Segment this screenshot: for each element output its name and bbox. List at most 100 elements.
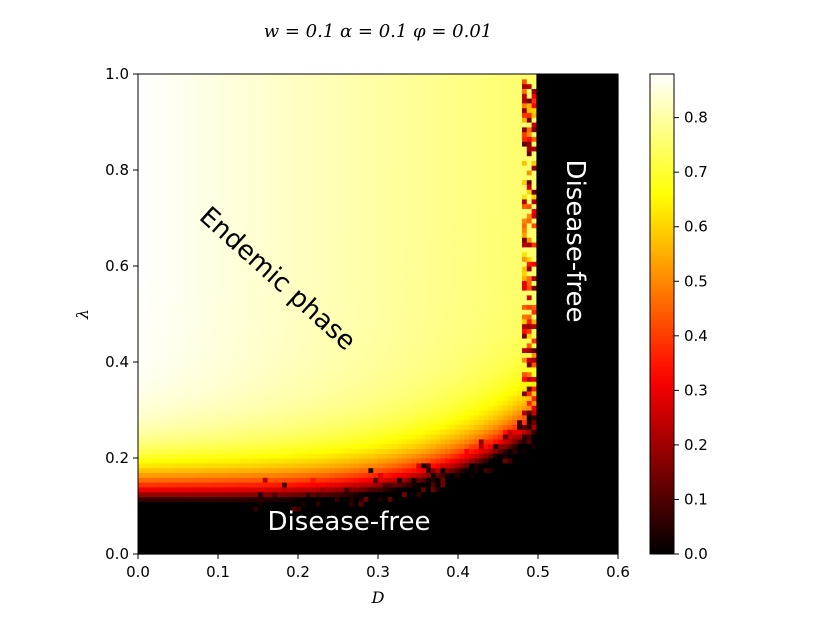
heatmap-cell <box>142 170 149 176</box>
heatmap-cell <box>200 184 206 190</box>
heatmap-cell <box>363 117 369 123</box>
heatmap-cell <box>349 434 355 440</box>
heatmap-cell <box>224 150 230 157</box>
heatmap-cell <box>296 256 302 262</box>
heatmap-cell <box>234 309 240 315</box>
heatmap-cell <box>171 203 177 209</box>
heatmap-cell <box>354 506 360 512</box>
heatmap-cell <box>291 304 297 310</box>
heatmap-cell <box>291 280 297 286</box>
heatmap-cell <box>258 534 264 541</box>
heatmap-cell <box>176 390 182 397</box>
heatmap-cell <box>296 328 302 334</box>
heatmap-cell <box>195 347 201 353</box>
heatmap-cell <box>162 314 168 320</box>
heatmap-cell <box>286 534 293 541</box>
heatmap-cell <box>190 165 197 171</box>
heatmap-cell <box>354 237 360 243</box>
heatmap-cell <box>325 544 331 550</box>
heatmap-cell <box>310 539 317 545</box>
heatmap-cell <box>339 338 345 344</box>
heatmap-cell <box>315 400 321 406</box>
heatmap-cell <box>171 506 177 512</box>
heatmap-cell <box>147 227 153 233</box>
heatmap-cell <box>162 266 168 272</box>
heatmap-cell <box>291 112 297 118</box>
heatmap-cell <box>373 165 379 171</box>
heatmap-cell <box>186 160 192 166</box>
heatmap-cell <box>368 98 374 104</box>
heatmap-cell <box>277 126 283 133</box>
heatmap-cell <box>138 424 144 430</box>
heatmap-cell <box>157 93 163 99</box>
heatmap-cell <box>200 122 206 128</box>
heatmap-cell <box>138 170 144 176</box>
heatmap-cell <box>181 453 187 459</box>
heatmap-cell <box>210 443 216 449</box>
heatmap-cell <box>310 280 317 286</box>
heatmap-cell <box>162 155 168 161</box>
heatmap-cell <box>272 78 278 85</box>
heatmap-cell <box>344 491 350 497</box>
heatmap-cell <box>186 453 192 459</box>
heatmap-cell <box>186 405 192 411</box>
heatmap-cell <box>152 467 158 473</box>
heatmap-cell <box>205 208 211 214</box>
heatmap-cell <box>339 112 345 118</box>
heatmap-cell <box>277 184 283 190</box>
heatmap-cell <box>142 525 149 531</box>
heatmap-cell <box>301 328 307 334</box>
heatmap-cell <box>258 419 264 425</box>
heatmap-cell <box>171 371 177 377</box>
heatmap-cell <box>349 352 355 358</box>
heatmap-cell <box>277 515 283 521</box>
heatmap-cell <box>272 189 278 195</box>
heatmap-cell <box>234 429 240 435</box>
heatmap-cell <box>171 208 177 214</box>
heatmap-cell <box>229 299 235 305</box>
heatmap-cell <box>373 93 379 99</box>
heatmap-cell <box>368 170 374 176</box>
heatmap-cell <box>166 141 173 147</box>
heatmap-cell <box>205 448 211 454</box>
heatmap-cell <box>363 347 369 353</box>
heatmap-cell <box>258 410 264 416</box>
heatmap-cell <box>301 299 307 305</box>
heatmap-cell <box>277 160 283 166</box>
heatmap-cell <box>205 506 211 512</box>
heatmap-cell <box>253 414 259 421</box>
heatmap-cell <box>234 93 240 99</box>
heatmap-cell <box>262 323 269 329</box>
heatmap-cell <box>296 112 302 118</box>
heatmap-cell <box>344 309 350 315</box>
heatmap-cell <box>248 280 254 286</box>
heatmap-cell <box>315 395 321 401</box>
heatmap-cell <box>147 270 153 277</box>
heatmap-cell <box>243 165 249 171</box>
heatmap-cell <box>200 352 206 358</box>
heatmap-cell <box>272 160 278 166</box>
heatmap-cell <box>253 131 259 137</box>
heatmap-cell <box>253 530 259 536</box>
heatmap-cell <box>181 194 187 200</box>
heatmap-cell <box>339 266 345 272</box>
heatmap-cell <box>334 98 341 104</box>
heatmap-cell <box>224 165 230 171</box>
heatmap-cell <box>267 333 273 339</box>
heatmap-cell <box>262 251 269 257</box>
heatmap-cell <box>176 309 182 315</box>
heatmap-cell <box>325 410 331 416</box>
heatmap-cell <box>258 525 264 531</box>
heatmap-cell <box>152 539 158 545</box>
heatmap-cell <box>277 304 283 310</box>
heatmap-cell <box>354 405 360 411</box>
heatmap-cell <box>330 208 336 214</box>
heatmap-cell <box>243 208 249 214</box>
heatmap-cell <box>157 328 163 334</box>
heatmap-cell <box>301 539 307 545</box>
heatmap-cell <box>210 184 216 190</box>
heatmap-cell <box>334 366 341 373</box>
heatmap-cell <box>253 136 259 142</box>
heatmap-cell <box>152 410 158 416</box>
heatmap-cell <box>349 371 355 377</box>
